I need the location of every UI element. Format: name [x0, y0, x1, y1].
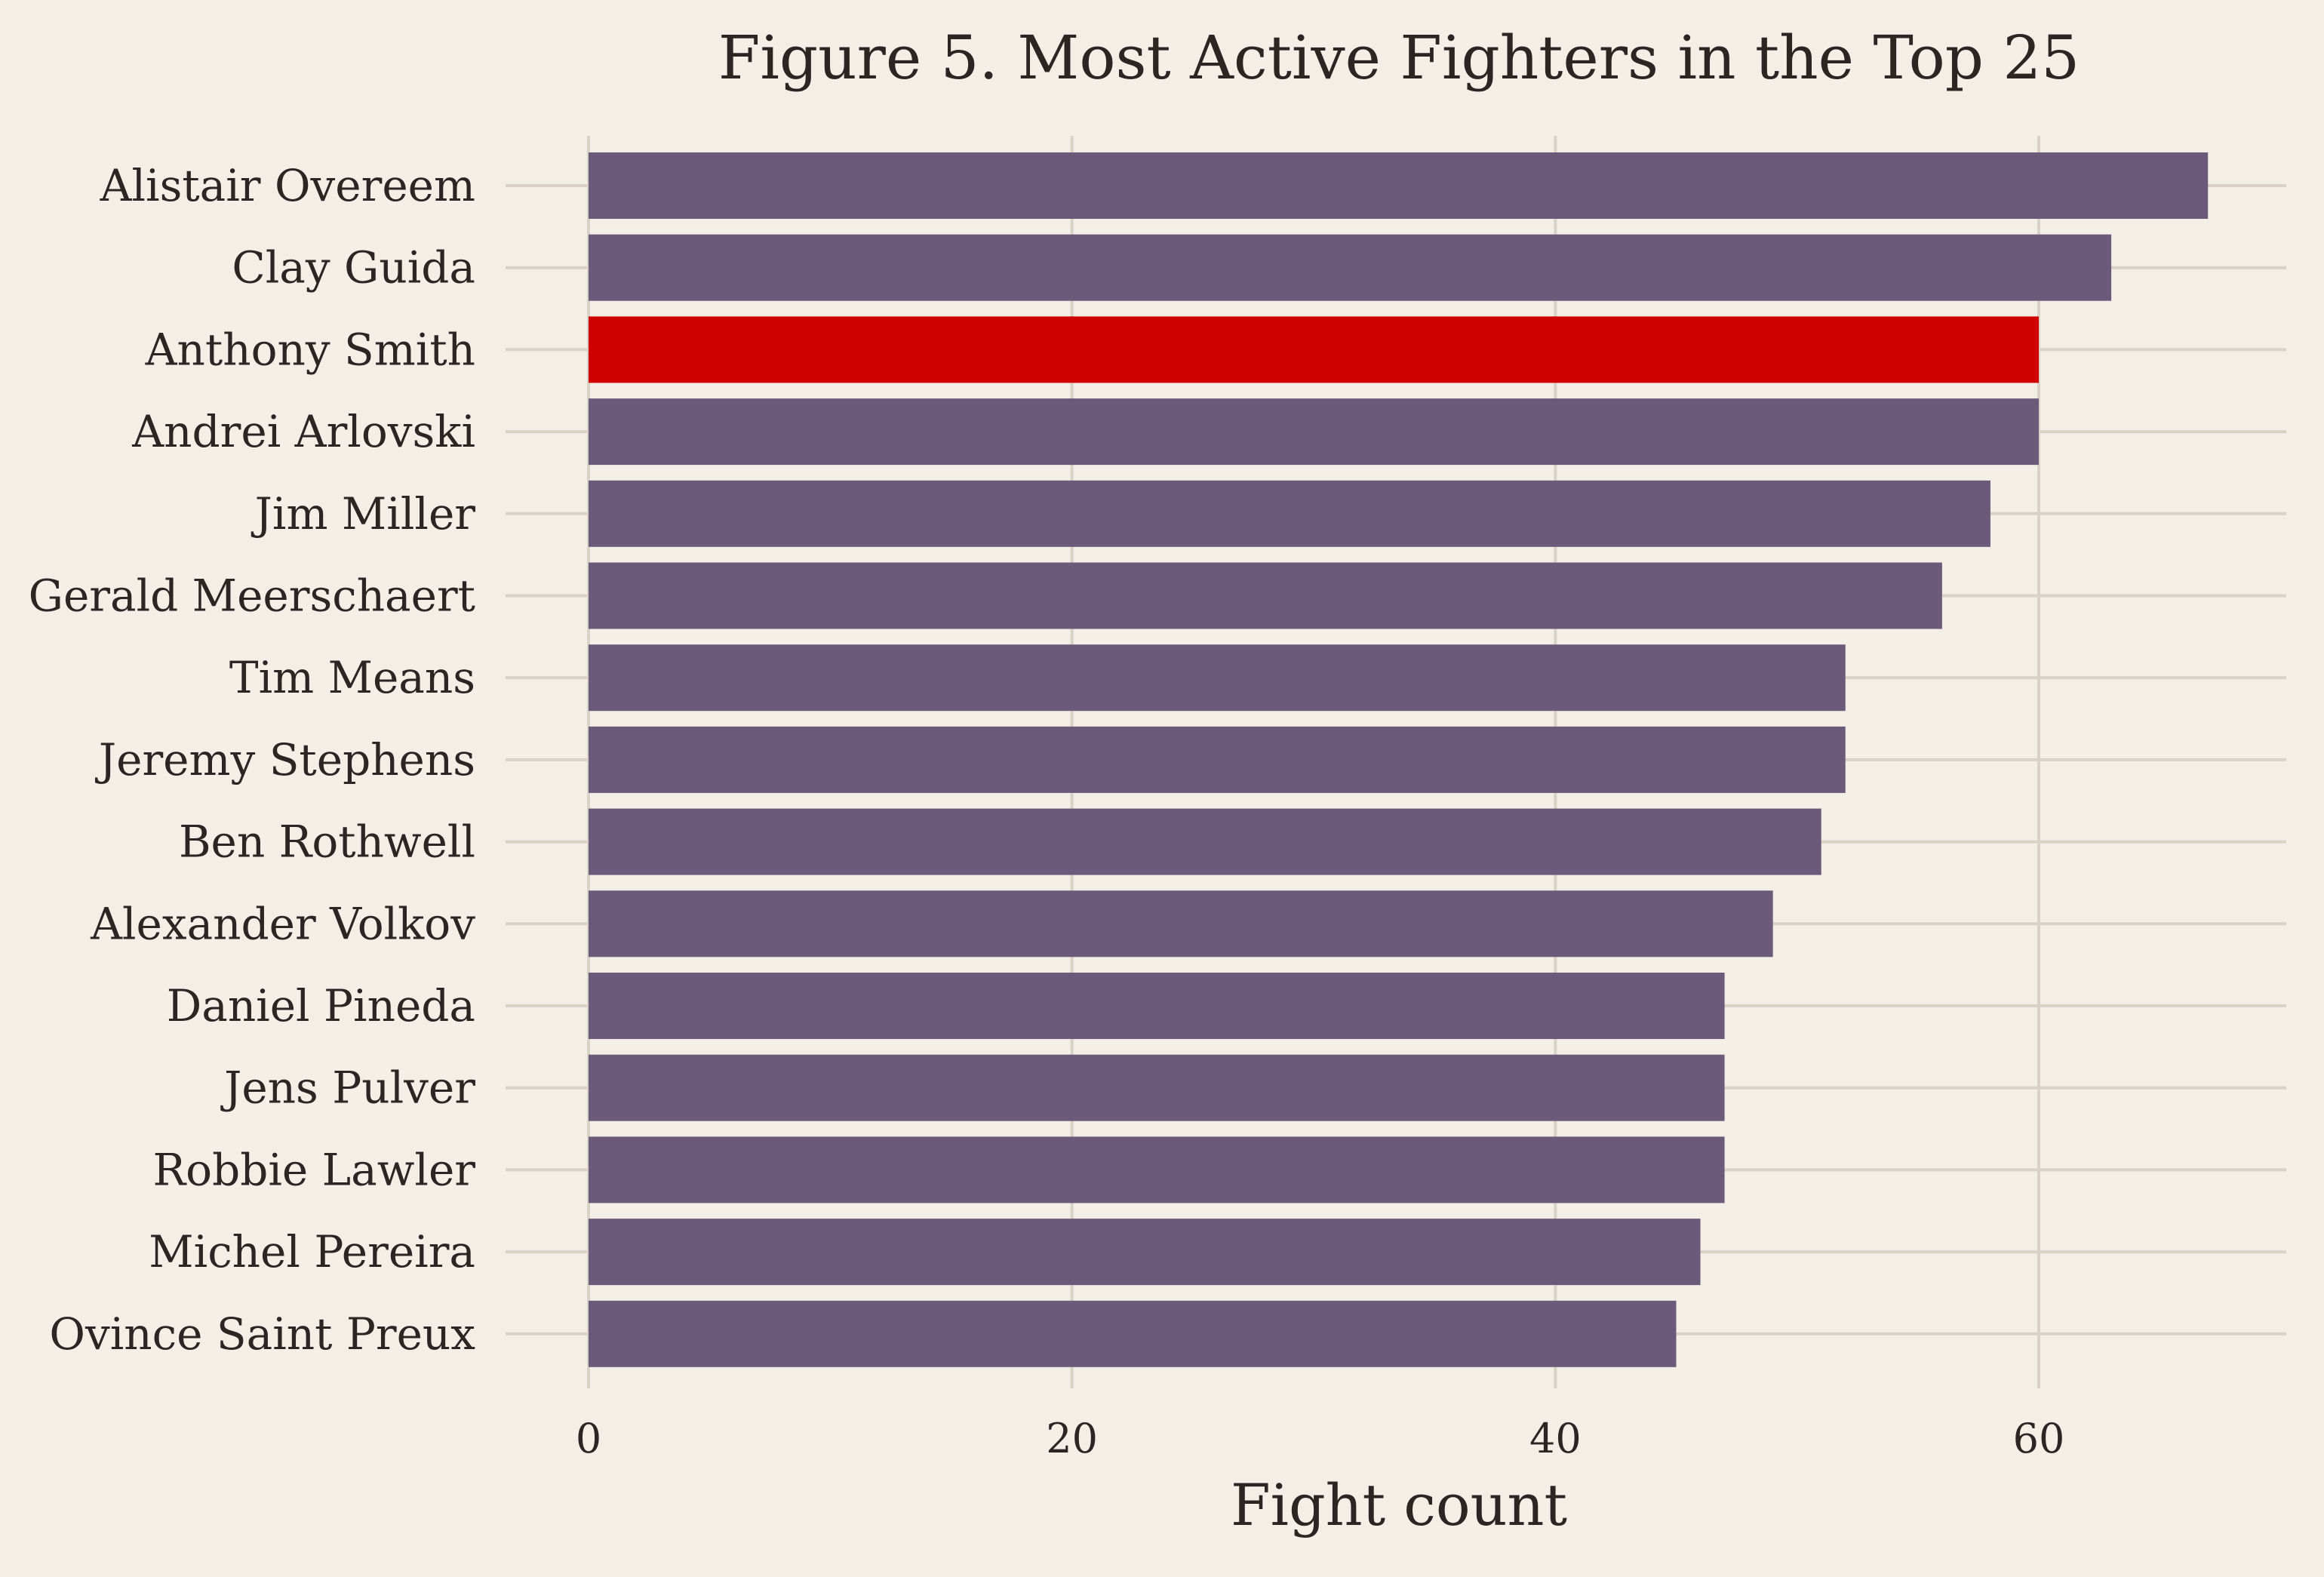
bar-jim-miller — [589, 480, 1990, 547]
category-label: Anthony Smith — [145, 324, 475, 375]
bar-ben-rothwell — [589, 808, 1821, 875]
label-layer: 0 20 40 60 Alistair Overeem Clay Guida Anthony… — [29, 160, 2065, 1462]
category-label: Jens Pulver — [220, 1062, 475, 1114]
bar-daniel-pineda — [589, 973, 1725, 1039]
bar-jeremy-stephens — [589, 726, 1846, 793]
category-label: Robbie Lawler — [153, 1144, 476, 1195]
bar-layer — [589, 152, 2209, 1367]
x-tick-label: 60 — [2013, 1415, 2065, 1462]
x-tick-label: 0 — [576, 1415, 601, 1462]
category-label: Tim Means — [229, 652, 475, 703]
category-label: Michel Pereira — [149, 1226, 475, 1277]
category-label: Clay Guida — [232, 242, 475, 294]
category-label: Alistair Overeem — [100, 160, 475, 211]
bar-gerald-meerschaert — [589, 562, 1942, 629]
bar-michel-pereira — [589, 1219, 1701, 1286]
category-label: Jim Miller — [251, 488, 476, 540]
x-tick-label: 40 — [1529, 1415, 1582, 1462]
x-tick-label: 20 — [1046, 1415, 1098, 1462]
category-label: Andrei Arlovski — [131, 406, 475, 457]
bar-clay-guida — [589, 234, 2112, 301]
category-label: Gerald Meerschaert — [29, 570, 475, 622]
bar-andrei-arlovski — [589, 398, 2039, 466]
bar-alexander-volkov — [589, 890, 1773, 958]
bar-ovince-saint-preux — [589, 1300, 1677, 1367]
category-label: Ovince Saint Preux — [49, 1308, 475, 1360]
category-label: Ben Rothwell — [179, 816, 475, 868]
bar-tim-means — [589, 644, 1846, 712]
chart-title: Figure 5. Most Active Fighters in the To… — [718, 23, 2080, 93]
category-label: Jeremy Stephens — [95, 734, 475, 785]
bar-anthony-smith — [589, 316, 2039, 383]
category-label: Alexander Volkov — [90, 898, 475, 949]
bar-alistair-overeem — [589, 152, 2209, 219]
x-axis-title: Fight count — [1231, 1471, 1567, 1539]
bar-jens-pulver — [589, 1054, 1725, 1121]
bar-robbie-lawler — [589, 1136, 1725, 1204]
category-label: Daniel Pineda — [167, 980, 475, 1031]
